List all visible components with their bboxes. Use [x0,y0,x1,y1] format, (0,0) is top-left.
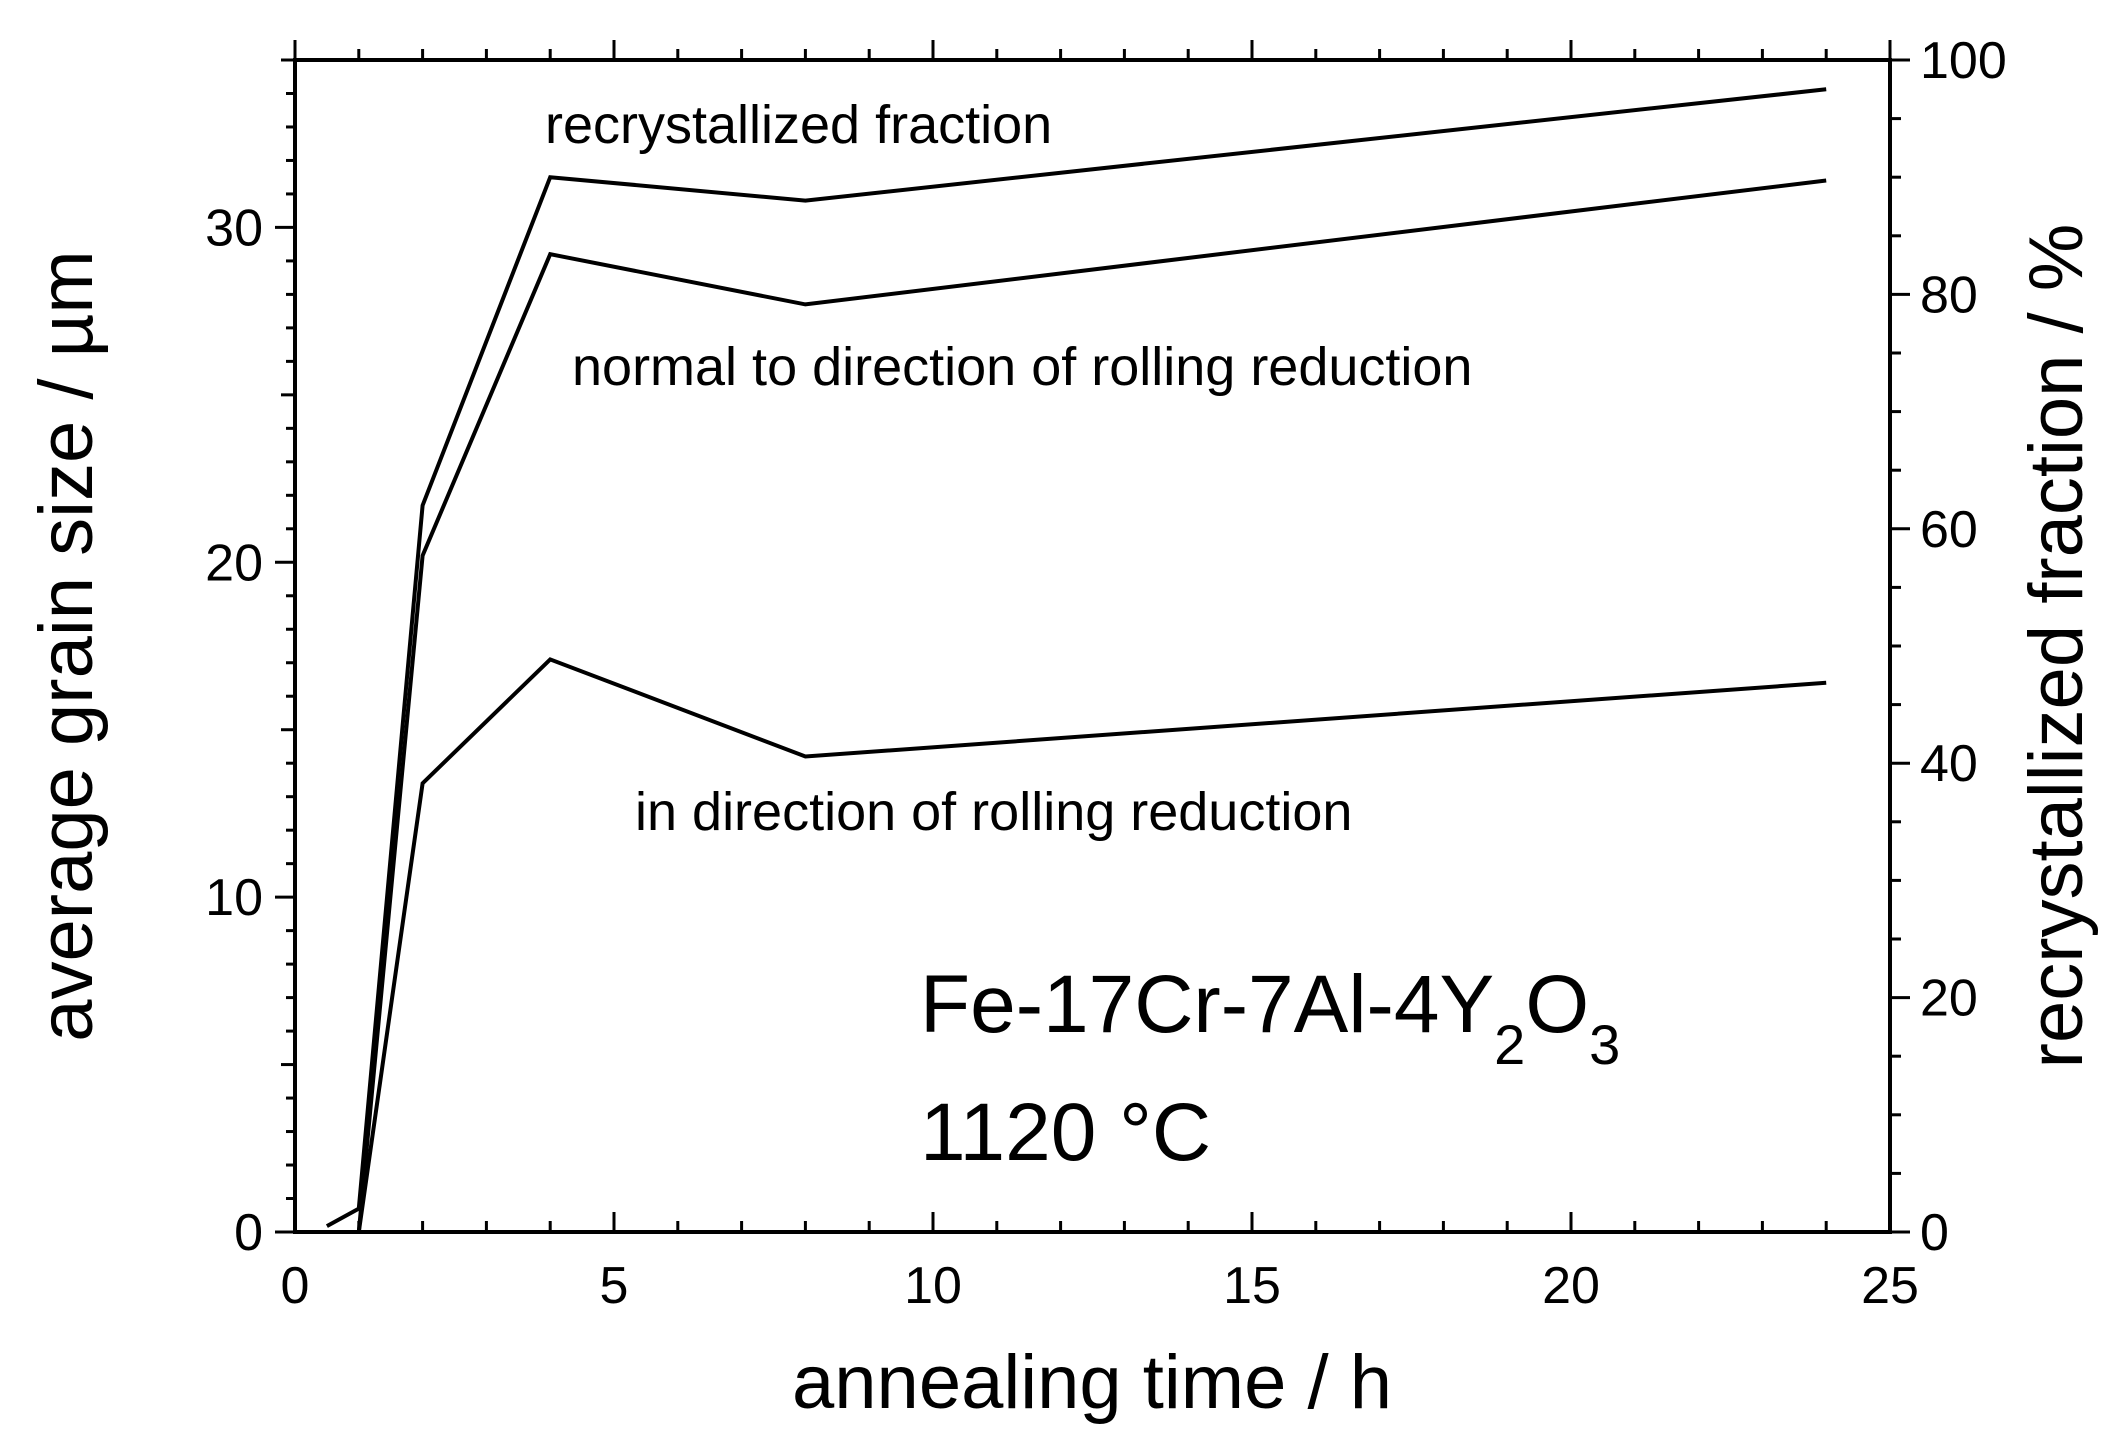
series-label-recrystallized: recrystallized fraction [545,95,1052,155]
series-label-in-direction: in direction of rolling reduction [635,782,1352,842]
y-tick-right-label: 80 [1920,266,1978,324]
y-tick-label: 20 [205,534,263,592]
y-axis-title: average grain size / µm [24,250,109,1041]
material-main: Fe-17Cr-7Al-4Y [920,959,1494,1050]
y-tick-right-label: 0 [1920,1204,1949,1262]
x-tick-label: 10 [904,1257,962,1315]
series-line-recrystallized-fraction [325,87,1827,1228]
y-tick-label: 0 [234,1204,263,1262]
y-tick-right-label: 60 [1920,501,1978,559]
y-tick-label: 10 [205,869,263,927]
material-sub-2: 2 [1494,1013,1525,1076]
plot-frame [293,58,1892,1234]
y-tick-right-label: 100 [1920,32,2007,90]
x-tick-label: 5 [600,1257,629,1315]
x-tick-label: 0 [281,1257,310,1315]
y-tick-label: 30 [205,199,263,257]
x-axis-title: annealing time / h [792,1340,1392,1425]
material-sub-3: 3 [1589,1013,1620,1076]
material-annotation: Fe-17Cr-7Al-4Y2O3 [920,959,1620,1076]
x-tick-label: 20 [1542,1257,1600,1315]
y-tick-right-label: 20 [1920,970,1978,1028]
x-tick-label: 15 [1223,1257,1281,1315]
ticks [275,40,1910,1234]
material-o: O [1525,959,1589,1050]
y-tick-right-label: 40 [1920,735,1978,793]
series-line-in-rolling-direction [356,657,1827,1233]
series-line-normal-to-rolling [356,178,1827,1233]
temperature-annotation: 1120 °C [920,1087,1211,1178]
x-tick-label: 25 [1861,1257,1919,1315]
series-label-normal: normal to direction of rolling reduction [572,337,1472,397]
series-lines [325,87,1827,1233]
y-axis-right-title: recrystallized fraction / % [2014,224,2099,1069]
